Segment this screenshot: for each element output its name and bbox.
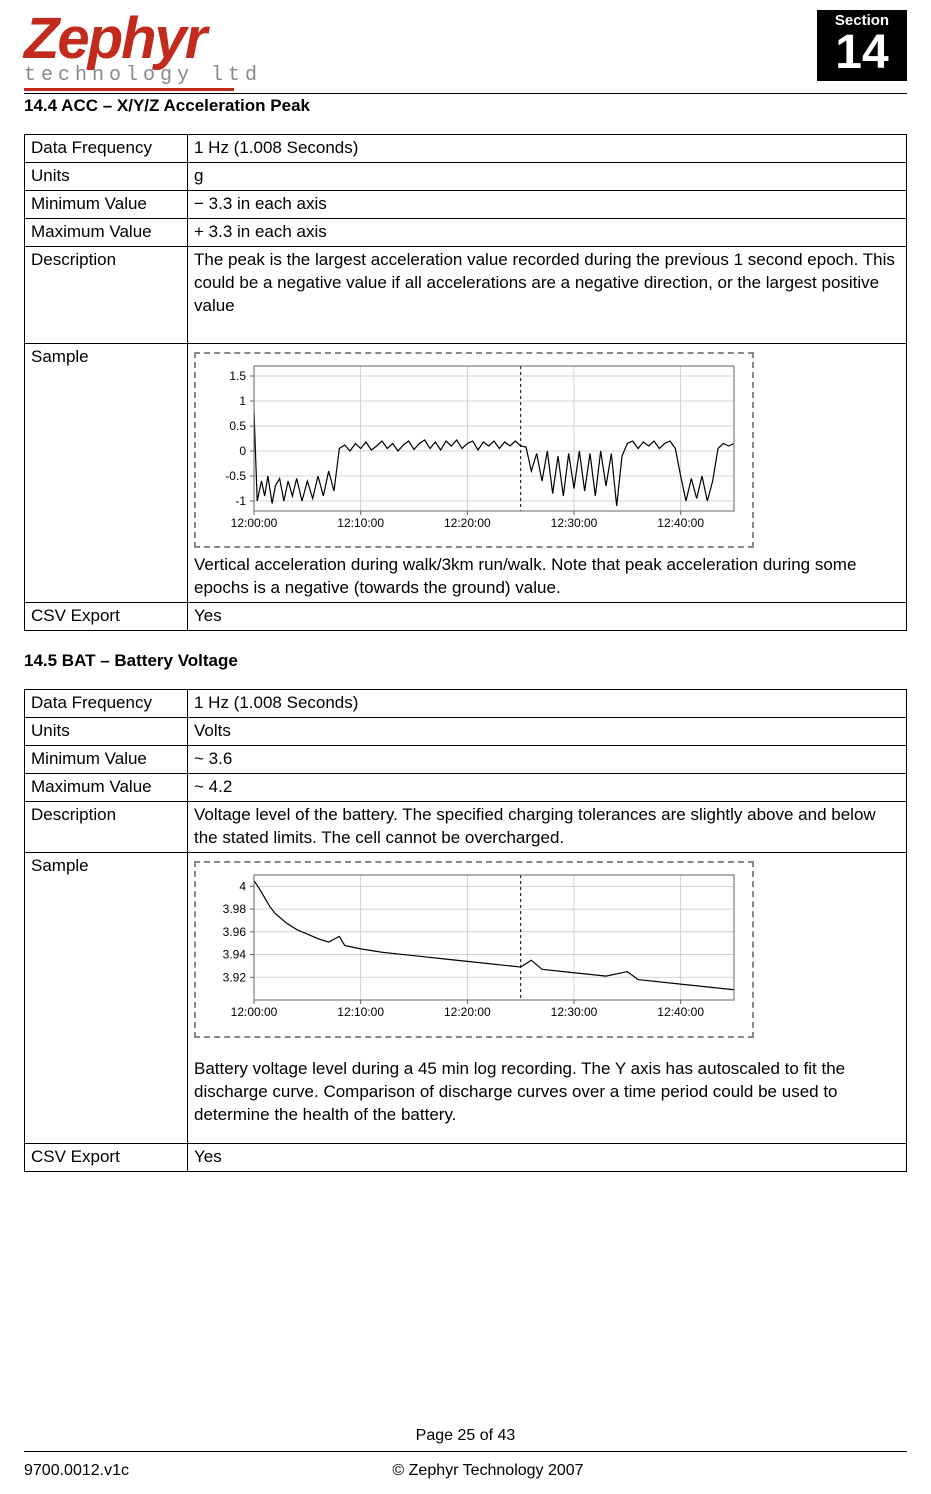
svg-text:0: 0	[239, 444, 246, 458]
acc-spec-table: Data Frequency 1 Hz (1.008 Seconds) Unit…	[24, 134, 907, 631]
section-title-bat: 14.5 BAT – Battery Voltage	[24, 651, 907, 671]
row-value: Yes	[188, 1143, 907, 1171]
row-label: Description	[25, 246, 188, 343]
svg-text:3.96: 3.96	[223, 925, 247, 939]
svg-text:-0.5: -0.5	[225, 469, 246, 483]
svg-text:-1: -1	[235, 494, 246, 508]
row-value: -1 -0.5 0 0.5 1 1.5 12:00:00 12:10:00 12:20:00 12…	[188, 343, 907, 603]
svg-text:4: 4	[239, 879, 246, 893]
svg-text:12:10:00: 12:10:00	[337, 516, 384, 530]
svg-text:12:20:00: 12:20:00	[444, 1005, 491, 1019]
row-label: Data Frequency	[25, 135, 188, 163]
section-number: 14	[817, 29, 907, 77]
row-label: Maximum Value	[25, 774, 188, 802]
svg-text:1: 1	[239, 394, 246, 408]
logo: Zephyr technology ltd	[24, 10, 262, 91]
row-value: ~ 4.2	[188, 774, 907, 802]
svg-text:3.98: 3.98	[223, 902, 247, 916]
row-label: Units	[25, 162, 188, 190]
row-value: Voltage level of the battery. The specif…	[188, 802, 907, 853]
row-value: The peak is the largest acceleration val…	[188, 246, 907, 343]
page-footer: Page 25 of 43 9700.0012.v1c © Zephyr Tec…	[24, 1427, 907, 1480]
row-value: g	[188, 162, 907, 190]
svg-text:3.92: 3.92	[223, 970, 247, 984]
row-label: Minimum Value	[25, 190, 188, 218]
svg-text:12:20:00: 12:20:00	[444, 516, 491, 530]
acc-chart: -1 -0.5 0 0.5 1 1.5 12:00:00 12:10:00 12:20:00 12…	[204, 358, 744, 538]
bat-chart-caption: Battery voltage level during a 45 min lo…	[194, 1058, 900, 1127]
bat-spec-table: Data Frequency 1 Hz (1.008 Seconds) Unit…	[24, 689, 907, 1171]
row-value: Volts	[188, 718, 907, 746]
row-label: Sample	[25, 852, 188, 1143]
svg-text:12:40:00: 12:40:00	[657, 1005, 704, 1019]
row-label: Sample	[25, 343, 188, 603]
svg-text:12:40:00: 12:40:00	[657, 516, 704, 530]
section-box: Section 14	[817, 10, 907, 81]
row-label: CSV Export	[25, 603, 188, 631]
row-label: CSV Export	[25, 1143, 188, 1171]
acc-chart-caption: Vertical acceleration during walk/3km ru…	[194, 554, 900, 600]
page-number: Page 25 of 43	[24, 1427, 907, 1451]
row-label: Maximum Value	[25, 218, 188, 246]
row-value: 3.92 3.94 3.96 3.98 4 12:00:00 12:10:00 12:20:0…	[188, 852, 907, 1143]
svg-text:0.5: 0.5	[229, 419, 246, 433]
svg-text:12:30:00: 12:30:00	[551, 1005, 598, 1019]
acc-chart-frame: -1 -0.5 0 0.5 1 1.5 12:00:00 12:10:00 12:20:00 12…	[194, 352, 754, 549]
row-value: 1 Hz (1.008 Seconds)	[188, 690, 907, 718]
svg-text:1.5: 1.5	[229, 369, 246, 383]
row-label: Minimum Value	[25, 746, 188, 774]
section-title-acc: 14.4 ACC – X/Y/Z Acceleration Peak	[24, 96, 907, 116]
row-value: Yes	[188, 603, 907, 631]
copyright: © Zephyr Technology 2007	[392, 1462, 583, 1480]
row-value: + 3.3 in each axis	[188, 218, 907, 246]
bat-chart-frame: 3.92 3.94 3.96 3.98 4 12:00:00 12:10:00 12:20:0…	[194, 861, 754, 1038]
doc-id: 9700.0012.v1c	[24, 1462, 129, 1480]
row-value: 1 Hz (1.008 Seconds)	[188, 135, 907, 163]
logo-underline	[24, 88, 234, 91]
row-label: Units	[25, 718, 188, 746]
row-label: Description	[25, 802, 188, 853]
svg-text:12:00:00: 12:00:00	[231, 516, 278, 530]
row-label: Data Frequency	[25, 690, 188, 718]
row-value: − 3.3 in each axis	[188, 190, 907, 218]
svg-text:3.94: 3.94	[223, 947, 247, 961]
svg-text:12:30:00: 12:30:00	[551, 516, 598, 530]
bat-chart: 3.92 3.94 3.96 3.98 4 12:00:00 12:10:00 12:20:0…	[204, 867, 744, 1027]
page-header: Zephyr technology ltd Section 14	[24, 10, 907, 94]
logo-text-top: Zephyr	[24, 10, 262, 68]
svg-text:12:10:00: 12:10:00	[337, 1005, 384, 1019]
logo-text-bottom: technology ltd	[24, 66, 262, 86]
svg-text:12:00:00: 12:00:00	[231, 1005, 278, 1019]
row-value: ~ 3.6	[188, 746, 907, 774]
